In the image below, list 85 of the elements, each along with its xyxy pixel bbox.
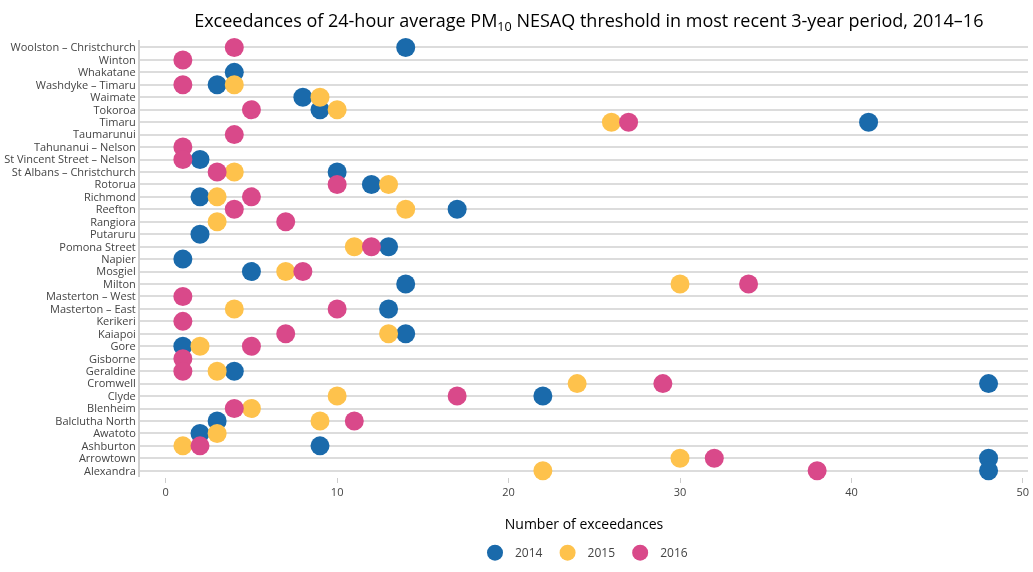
point [807, 461, 827, 481]
point [447, 386, 467, 406]
point [207, 361, 227, 381]
point [447, 199, 467, 219]
point [859, 112, 879, 132]
point [344, 411, 364, 431]
point [361, 174, 381, 194]
x-tick-label: 50 [1016, 484, 1030, 500]
point [173, 50, 193, 70]
point [739, 274, 759, 294]
y-tick-label: Gisborne [89, 350, 136, 366]
point [224, 199, 244, 219]
point [704, 448, 724, 468]
point [224, 75, 244, 95]
x-tick-label: 30 [673, 484, 687, 500]
point [533, 461, 553, 481]
x-tick-label: 40 [845, 484, 858, 500]
point [224, 125, 244, 145]
point [173, 286, 193, 306]
point [207, 162, 227, 182]
point [396, 37, 416, 57]
point [173, 249, 193, 269]
point [310, 87, 330, 107]
x-tick-label: 10 [330, 484, 344, 500]
point [361, 237, 381, 257]
x-tick-label: 0 [162, 484, 169, 500]
legend-label: 2015 [587, 544, 616, 562]
point [224, 399, 244, 419]
point [379, 174, 399, 194]
point [207, 212, 227, 232]
point [327, 100, 347, 120]
x-tick-label: 20 [502, 484, 515, 500]
point [276, 212, 296, 232]
point [276, 262, 296, 282]
point [653, 374, 673, 394]
point [310, 411, 330, 431]
point [379, 324, 399, 344]
point [241, 187, 261, 207]
point [670, 448, 690, 468]
point [207, 187, 227, 207]
point [601, 112, 621, 132]
point [207, 423, 227, 443]
point [396, 199, 416, 219]
point [190, 336, 210, 356]
point [207, 75, 227, 95]
point [173, 436, 193, 456]
point [670, 274, 690, 294]
point [344, 237, 364, 257]
point [567, 374, 587, 394]
point [379, 237, 399, 257]
point [241, 336, 261, 356]
point [224, 37, 244, 57]
point [190, 224, 210, 244]
point [190, 150, 210, 170]
point [190, 187, 210, 207]
legend-label: 2016 [660, 544, 688, 562]
point [173, 75, 193, 95]
point [293, 87, 313, 107]
point [533, 386, 553, 406]
point [310, 436, 330, 456]
legend-label: 2014 [515, 544, 543, 562]
point [619, 112, 639, 132]
point [396, 274, 416, 294]
point [979, 374, 999, 394]
point [396, 324, 416, 344]
point [173, 150, 193, 170]
point [241, 262, 261, 282]
point [327, 174, 347, 194]
point [327, 386, 347, 406]
point [224, 299, 244, 319]
point [224, 162, 244, 182]
point [276, 324, 296, 344]
point [173, 311, 193, 331]
point [979, 461, 999, 481]
point [241, 399, 261, 419]
point [293, 262, 313, 282]
x-axis-title: Number of exceedances [504, 514, 664, 533]
point [190, 436, 210, 456]
point [327, 299, 347, 319]
point [173, 361, 193, 381]
point [379, 299, 399, 319]
y-tick-label: Balclutha North [55, 412, 136, 428]
point [241, 100, 261, 120]
point [224, 361, 244, 381]
chart-title: Exceedances of 24-hour average PM$_{10}$ NESAQ threshold in most recent 3-year period, 2014–16 [194, 7, 984, 35]
